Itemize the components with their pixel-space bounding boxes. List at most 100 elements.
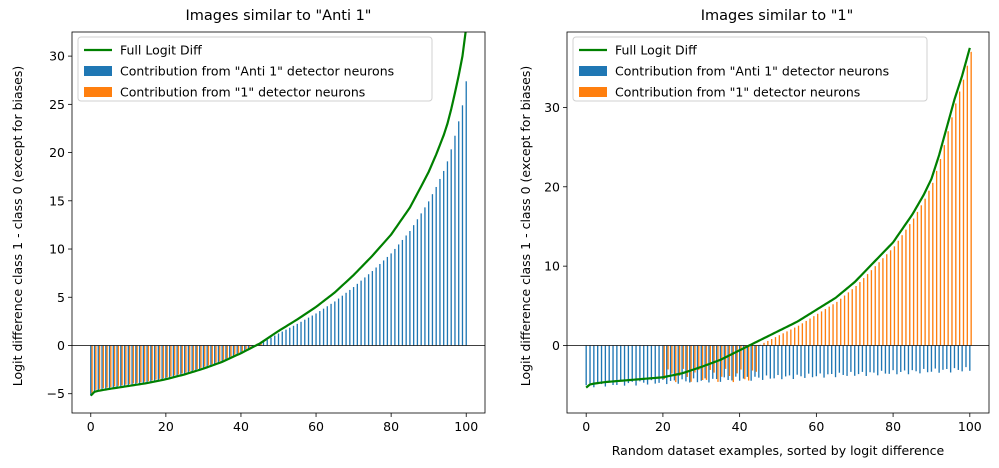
anti-1-contribution-bar — [394, 248, 396, 346]
anti-1-contribution-bar — [585, 345, 587, 386]
one-contribution-bar — [851, 289, 853, 346]
anti-1-contribution-bar — [804, 345, 806, 378]
one-contribution-bar — [958, 91, 961, 346]
one-contribution-bar — [663, 345, 665, 380]
one-contribution-bar — [951, 117, 953, 346]
one-contribution-bar — [932, 182, 934, 346]
x-tick-label: 80 — [885, 419, 901, 434]
anti-1-contribution-bar — [465, 81, 467, 346]
anti-1-contribution-bar — [123, 345, 126, 387]
one-contribution-bar — [843, 295, 846, 346]
anti-1-contribution-bar — [443, 170, 445, 346]
anti-1-contribution-bar — [138, 345, 141, 385]
one-contribution-bar — [698, 345, 700, 371]
anti-1-contribution-bar — [785, 345, 787, 377]
one-contribution-bar — [177, 345, 180, 375]
anti-1-contribution-bar — [274, 335, 276, 346]
anti-1-contribution-bar — [217, 345, 220, 364]
anti-1-contribution-bar — [735, 345, 737, 377]
x-tick-label: 20 — [158, 419, 174, 434]
anti-1-contribution-bar — [892, 345, 894, 371]
legend-label: Contribution from "Anti 1" detector neur… — [615, 64, 889, 79]
one-contribution-bar — [928, 190, 930, 346]
anti-1-contribution-bar — [262, 341, 265, 346]
anti-1-contribution-bar — [593, 345, 595, 388]
one-contribution-bar — [805, 320, 807, 346]
one-contribution-bar — [713, 345, 715, 373]
x-tick-label: 0 — [582, 419, 590, 434]
anti-1-contribution-bar — [330, 303, 332, 346]
one-contribution-bar — [878, 262, 880, 346]
anti-1-contribution-bar — [692, 345, 695, 379]
one-contribution-bar — [117, 345, 120, 386]
one-contribution-bar — [113, 345, 116, 387]
legend-box — [572, 36, 928, 102]
anti-1-contribution-bar — [236, 345, 238, 355]
anti-1-contribution-bar — [371, 271, 374, 346]
one-contribution-bar — [690, 345, 692, 382]
anti-1-contribution-bar — [281, 331, 283, 346]
one-contribution-bar — [767, 340, 769, 346]
one-contribution-bar — [249, 345, 251, 348]
one-contribution-bar — [166, 345, 168, 378]
one-contribution-bar — [222, 345, 225, 360]
anti-1-contribution-bar — [623, 345, 626, 386]
one-contribution-bar — [778, 335, 781, 346]
one-contribution-bar — [905, 229, 907, 346]
anti-1-contribution-bar — [334, 301, 336, 346]
one-contribution-bar — [874, 266, 876, 346]
one-contribution-bar — [820, 311, 823, 346]
one-contribution-bar — [121, 345, 123, 386]
y-tick-label: 15 — [49, 193, 65, 208]
anti-1-contribution-bar — [600, 345, 603, 385]
one-contribution-bar — [678, 345, 681, 376]
anti-1-contribution-bar — [666, 345, 668, 385]
one-contribution-bar — [204, 345, 206, 367]
anti-1-contribution-bar — [322, 308, 325, 346]
left-chart-title: Images similar to "Anti 1" — [186, 8, 372, 24]
anti-1-contribution-bar — [108, 345, 111, 389]
one-contribution-bar — [241, 345, 243, 352]
anti-1-contribution-bar — [341, 295, 343, 346]
anti-1-contribution-bar — [831, 345, 833, 375]
bars-group — [567, 47, 989, 389]
anti-1-contribution-bar — [696, 345, 699, 383]
left-legend: Full Logit Diff Contribution from "Anti 1… — [77, 36, 433, 102]
legend-label: Full Logit Diff — [615, 43, 697, 58]
y-tick-label: 30 — [544, 100, 560, 115]
anti-1-contribution-bar — [420, 213, 422, 346]
anti-1-contribution-bar — [101, 345, 103, 391]
anti-1-contribution-bar — [405, 235, 407, 346]
anti-1-contribution-bar — [650, 345, 653, 381]
anti-1-contribution-bar — [620, 345, 622, 382]
one-contribution-bar — [889, 250, 892, 346]
anti-1-contribution-bar — [90, 345, 92, 396]
one-contribution-bar — [840, 298, 842, 346]
anti-1-contribution-bar — [758, 345, 760, 378]
anti-1-contribution-bar — [266, 339, 268, 346]
anti-1-contribution-bar — [386, 256, 389, 346]
one-contribution-bar — [755, 345, 757, 372]
anti-1-contribution-bar — [375, 267, 377, 346]
one-contribution-bar — [106, 345, 108, 388]
y-tick-label: 0 — [57, 338, 65, 353]
anti-1-contribution-bar — [742, 345, 745, 379]
anti-1-contribution-bar — [796, 345, 798, 375]
anti-1-contribution-bar — [788, 345, 791, 376]
anti-1-contribution-bar — [202, 345, 205, 369]
one-contribution-bar — [200, 345, 202, 368]
one-contribution-bar — [686, 345, 688, 377]
anti-1-contribution-bar — [180, 345, 182, 376]
one-contribution-bar — [705, 345, 708, 380]
anti-1-contribution-bar — [731, 345, 733, 381]
one-contribution-bar — [721, 345, 723, 377]
anti-1-contribution-bar — [401, 239, 404, 346]
one-contribution-bar — [667, 345, 669, 370]
anti-1-contribution-bar — [187, 345, 190, 374]
y-tick-label: 20 — [544, 179, 560, 194]
anti-1-contribution-bar — [946, 345, 948, 370]
anti-1-contribution-bar — [827, 345, 829, 375]
anti-1-contribution-bar — [838, 345, 841, 373]
left-axis-ticks: 0 20 40 60 80 100 −5 0 5 10 15 20 25 30 — [47, 49, 479, 434]
